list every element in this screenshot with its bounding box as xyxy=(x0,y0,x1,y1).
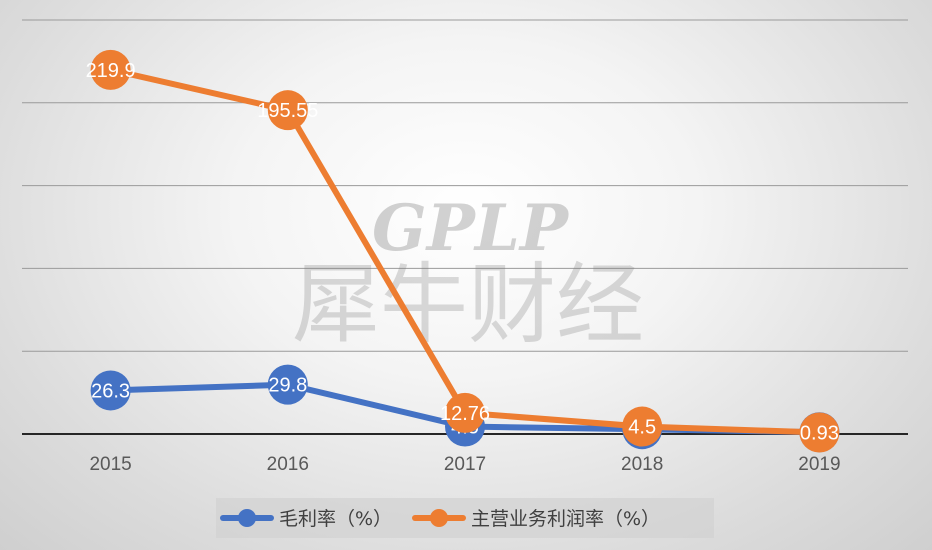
series-2: 219.9 195.55 12.76 4.5 0.93 xyxy=(86,49,840,453)
data-point xyxy=(622,406,663,447)
data-label: 219.9 xyxy=(86,60,136,82)
x-tick-label: 2019 xyxy=(798,454,840,475)
gridlines xyxy=(22,19,908,352)
legend-item-1: 毛利率（%） xyxy=(220,508,392,530)
data-label: 26.3 xyxy=(91,380,130,402)
data-label: 29.8 xyxy=(268,375,307,397)
x-tick-label: 2018 xyxy=(621,454,663,475)
x-axis-tick-labels: 2015 2016 2017 2018 2019 xyxy=(89,454,840,475)
watermark: GPLP 犀牛财经 xyxy=(292,191,644,356)
watermark-cjk: 犀牛财经 xyxy=(292,253,644,356)
legend-label: 主营业务利润率（%） xyxy=(471,508,660,530)
data-point xyxy=(267,90,308,131)
data-label: 0.93 xyxy=(800,422,839,444)
data-point xyxy=(267,364,308,405)
series-lines: 26.329.84.52.91.08219.9195.5512.764.50.9… xyxy=(86,49,840,453)
data-label: 12.76 xyxy=(440,403,490,425)
data-label: 4.5 xyxy=(628,417,656,439)
legend-label: 毛利率（%） xyxy=(279,508,392,530)
x-tick-label: 2015 xyxy=(89,454,131,475)
legend-marker xyxy=(430,509,448,527)
legend-marker xyxy=(238,509,256,527)
legend: 毛利率（%） 主营业务利润率（%） xyxy=(216,498,714,538)
x-tick-label: 2017 xyxy=(444,454,486,475)
x-tick-label: 2016 xyxy=(267,454,309,475)
data-point xyxy=(445,392,485,433)
legend-item-2: 主营业务利润率（%） xyxy=(412,508,660,530)
watermark-latin: GPLP xyxy=(372,191,570,266)
data-point xyxy=(799,412,840,453)
data-point xyxy=(90,370,131,411)
data-label: 195.55 xyxy=(257,100,318,122)
data-point xyxy=(90,49,131,90)
